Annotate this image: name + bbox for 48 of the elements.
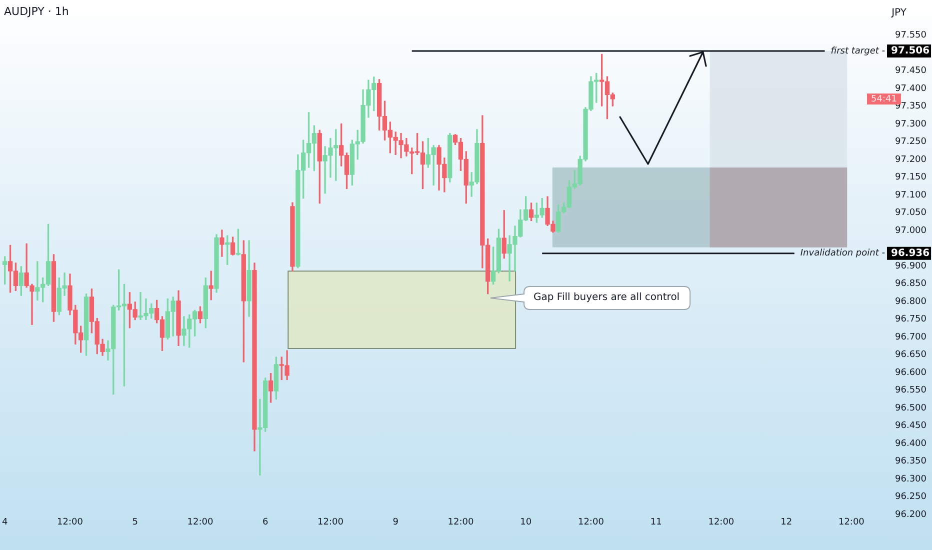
- y-tick-label: 97.300: [895, 119, 927, 130]
- y-tick-label: 97.150: [895, 172, 927, 183]
- x-tick-label: 5: [132, 517, 138, 528]
- band-label: Gap Fill buyers are all control: [534, 290, 680, 305]
- x-tick-label: 12:00: [708, 517, 734, 528]
- y-tick-label: 97.050: [895, 208, 927, 218]
- y-tick-label: 96.900: [895, 261, 927, 272]
- text: 96.936: [891, 248, 930, 259]
- chart-title: AUDJPY · 1h: [4, 4, 69, 18]
- y-axis-title: JPY: [890, 8, 908, 19]
- x-tick-label: 9: [392, 517, 399, 528]
- y-tick-label: 97.200: [895, 154, 927, 165]
- x-tick-label: 4: [2, 517, 8, 528]
- y-tick-label: 96.450: [895, 421, 927, 432]
- y-tick-label: 96.700: [895, 332, 927, 342]
- x-tick-label: 11: [650, 517, 662, 528]
- y-tick-label: 96.550: [895, 386, 927, 396]
- x-tick-label: 12: [780, 517, 792, 528]
- y-tick-label: 96.600: [895, 368, 927, 378]
- ref-line-label: Invalidation point -: [800, 248, 885, 259]
- y-tick-label: 96.400: [895, 438, 927, 449]
- x-tick-label: 12:00: [448, 517, 474, 528]
- y-tick-label: 97.000: [895, 226, 927, 236]
- x-tick-label: 12:00: [318, 517, 344, 528]
- y-tick-label: 96.800: [895, 296, 927, 307]
- y-tick-label: 96.500: [895, 403, 927, 414]
- y-tick-label: 96.350: [895, 456, 927, 467]
- x-tick-label: 6: [262, 517, 268, 528]
- y-tick-label: 97.400: [895, 84, 927, 94]
- ref-line-label: first target -: [830, 46, 885, 56]
- x-tick-label: 12:00: [187, 517, 214, 528]
- annotation: 54:41: [871, 94, 897, 104]
- x-tick-label: 10: [520, 517, 532, 528]
- y-tick-label: 97.450: [895, 66, 927, 76]
- x-tick-label: 12:00: [838, 517, 865, 528]
- x-tick-label: 12:00: [578, 517, 604, 528]
- y-tick-label: 97.550: [895, 30, 927, 41]
- y-tick-label: 96.650: [895, 350, 927, 360]
- y-tick-label: 96.250: [895, 492, 927, 502]
- text: 97.506: [891, 46, 930, 57]
- y-tick-label: 97.100: [895, 190, 927, 200]
- y-tick-label: 96.300: [895, 474, 927, 484]
- x-tick-label: 12:00: [57, 517, 84, 528]
- candlestick: [208, 270, 214, 300]
- y-tick-label: 96.750: [895, 314, 927, 325]
- y-tick-label: 96.850: [895, 279, 927, 290]
- y-tick-label: 96.200: [895, 510, 927, 520]
- y-tick-label: 97.250: [895, 137, 927, 148]
